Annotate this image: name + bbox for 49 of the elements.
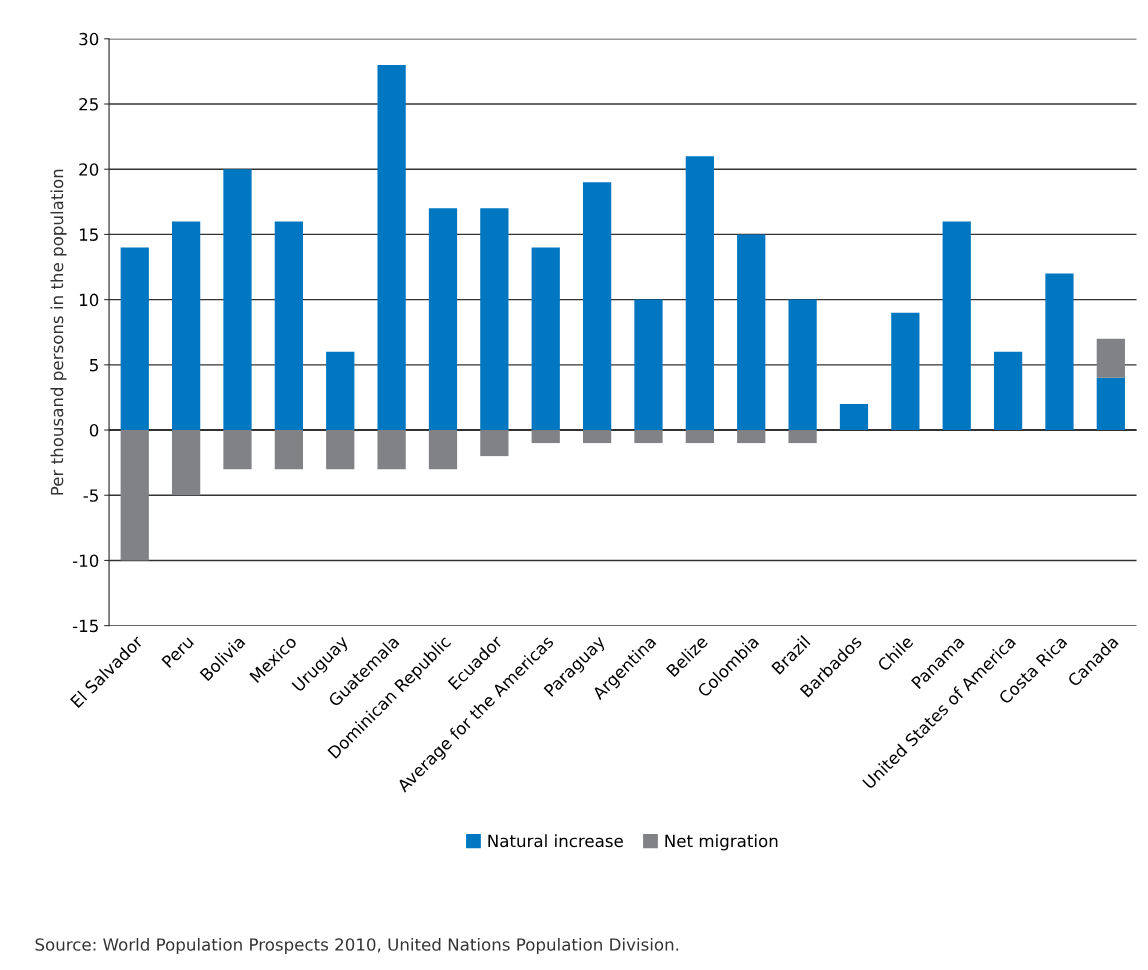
bar	[480, 208, 509, 431]
bar	[223, 430, 252, 470]
bar	[788, 299, 817, 431]
bar	[531, 247, 560, 431]
bar	[891, 312, 920, 431]
bar	[171, 430, 201, 496]
y-tick-label: 10	[79, 293, 99, 307]
bar	[634, 299, 663, 431]
y-tick-label: 15	[79, 228, 98, 241]
bar	[582, 182, 612, 431]
bar	[377, 430, 406, 470]
bar	[942, 221, 971, 431]
bar	[120, 430, 149, 561]
y-axis-title: Per thousand persons in the population	[50, 169, 67, 495]
bar	[531, 430, 560, 444]
bar	[428, 208, 458, 431]
bar	[326, 430, 355, 470]
bar	[737, 234, 766, 431]
legend-label: Natural increase	[488, 834, 623, 848]
bar	[326, 351, 355, 431]
y-tick-label: 0	[89, 424, 99, 437]
bar	[1096, 338, 1125, 378]
bar	[1045, 273, 1074, 431]
bar	[1096, 377, 1125, 431]
bar	[839, 403, 869, 431]
bar	[582, 430, 612, 444]
y-tick-label: 5	[90, 359, 98, 372]
y-tick-label: 20	[79, 163, 99, 176]
bar	[171, 221, 201, 431]
bar	[274, 221, 303, 431]
source-note: Source: World Population Prospects 2010, United Nations Population Division.	[35, 937, 679, 955]
bar	[480, 430, 509, 457]
bar	[685, 156, 714, 431]
bar	[634, 430, 663, 444]
bar	[788, 430, 817, 444]
bar	[993, 351, 1023, 431]
bar	[274, 430, 303, 470]
bar	[377, 64, 406, 431]
y-tick-label: 30	[79, 32, 99, 46]
bar	[428, 430, 458, 470]
bar	[737, 430, 766, 444]
bar	[223, 169, 252, 431]
y-tick-label: -5	[83, 489, 98, 502]
bar	[120, 247, 149, 431]
y-tick-label: 25	[79, 97, 98, 111]
y-tick-label: -10	[72, 554, 99, 568]
legend-label: Net migration	[665, 834, 778, 851]
y-tick-label: -15	[72, 619, 98, 633]
bar	[685, 430, 714, 444]
